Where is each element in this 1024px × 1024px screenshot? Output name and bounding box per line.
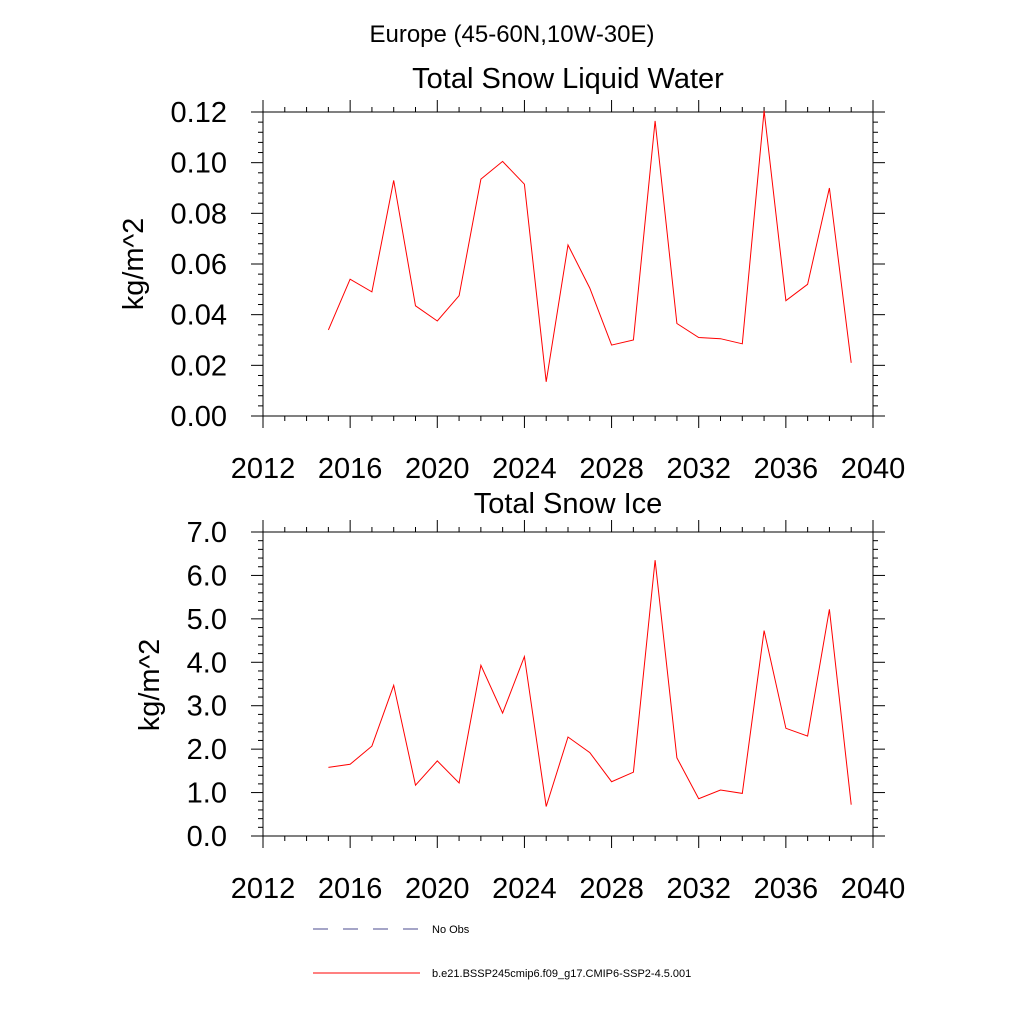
x-tick-label: 2024 [492,873,557,905]
y-tick-label: 2.0 [187,734,227,766]
y-axis-label: kg/m^2 [118,218,150,311]
x-tick-label: 2020 [405,453,470,485]
x-tick-label: 2012 [231,453,296,485]
y-tick-label: 0.0 [187,821,227,853]
x-tick-label: 2020 [405,873,470,905]
chart-panel-snow-ice: Total Snow Ice kg/m^2 2012 2016 2020 2024 20… [134,488,905,905]
legend-label-no-obs: No Obs [432,924,470,936]
y-tick-label: 5.0 [187,604,227,636]
x-tick-label: 2040 [841,873,906,905]
x-tick-label: 2036 [754,873,819,905]
y-tick-label: 4.0 [187,647,227,679]
series-line [327,110,852,382]
chart-panel-liquid-water: Total Snow Liquid Water kg/m^2 2012 2016 2… [118,63,905,485]
legend-label-model: b.e21.BSSP245cmip6.f09_g17.CMIP6-SSP2-4.… [432,968,691,980]
y-tick-label: 0.02 [171,350,227,382]
series-line [328,560,852,807]
y-tick-label: 0.12 [171,97,227,129]
legend: No Obs b.e21.BSSP245cmip6.f09_g17.CMIP6-… [313,924,691,980]
y-tick-label: 0.06 [171,249,227,281]
chart-title: Total Snow Ice [474,488,663,520]
figure-title: Europe (45-60N,10W-30E) [369,21,654,48]
y-tick-label: 0.00 [171,401,227,433]
chart-title: Total Snow Liquid Water [412,63,724,95]
x-tick-label: 2028 [579,873,644,905]
x-tick-label: 2040 [841,453,906,485]
y-tick-label: 3.0 [187,691,227,723]
y-tick-label: 0.10 [171,148,227,180]
x-tick-label: 2032 [666,873,731,905]
y-tick-label: 1.0 [187,778,227,810]
y-tick-label: 6.0 [187,560,227,592]
y-tick-label: 0.04 [171,300,227,332]
x-tick-label: 2028 [579,453,644,485]
x-tick-label: 2024 [492,453,557,485]
x-tick-label: 2036 [754,453,819,485]
x-tick-label: 2012 [231,873,296,905]
x-tick-label: 2016 [318,453,383,485]
y-tick-label: 7.0 [187,517,227,549]
plot-frame [262,531,874,837]
x-tick-label: 2032 [666,453,731,485]
y-tick-label: 0.08 [171,198,227,230]
y-axis-label: kg/m^2 [134,639,166,732]
x-tick-label: 2016 [318,873,383,905]
